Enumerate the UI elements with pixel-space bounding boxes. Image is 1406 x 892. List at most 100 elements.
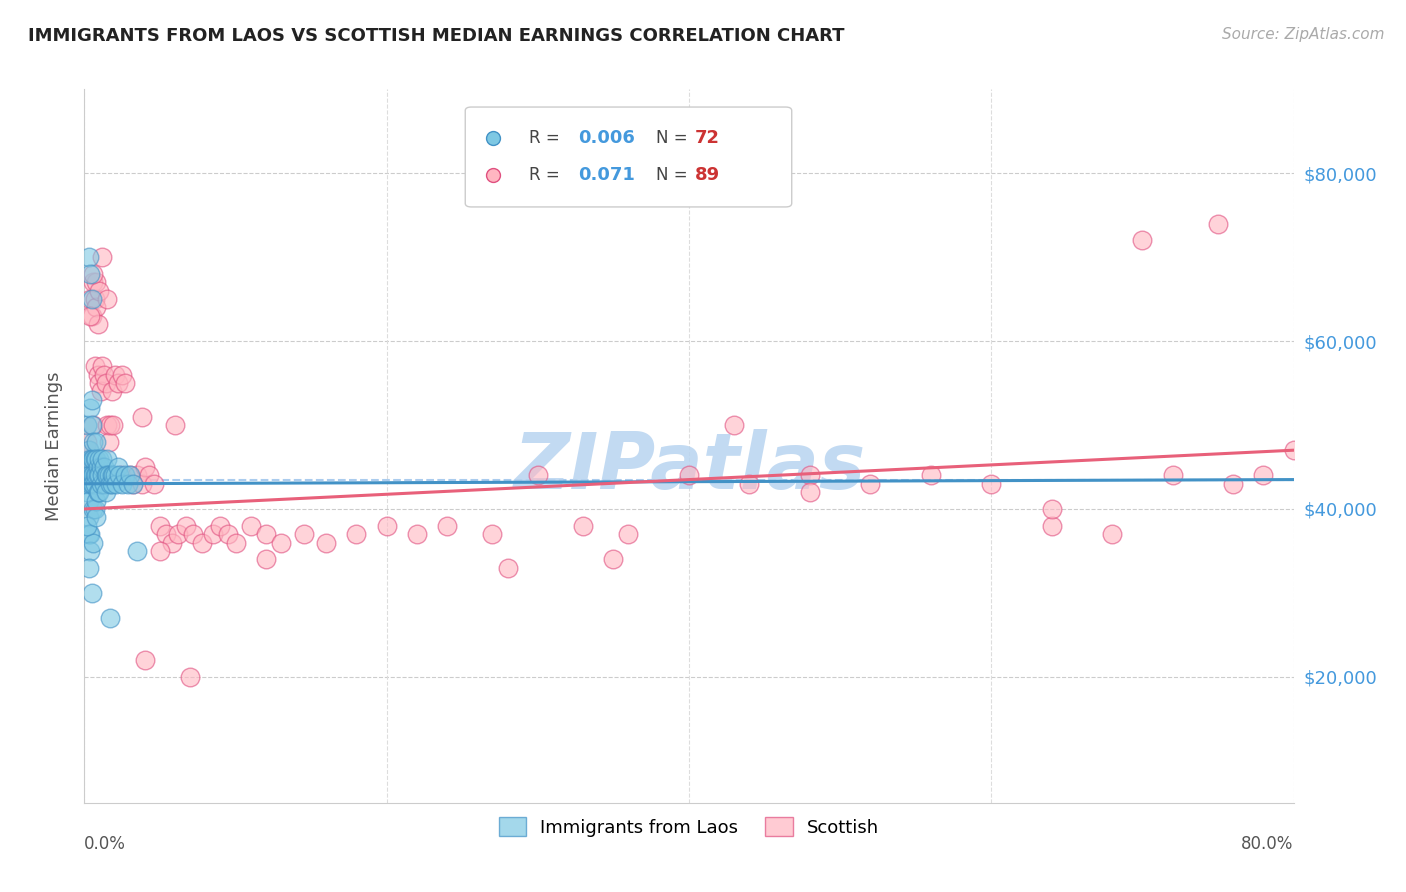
Point (82, 451, 104, 466)
Point (114, 376, 136, 390)
Point (76, 518, 98, 533)
Point (107, 376, 129, 390)
Point (254, 527, 277, 541)
Text: ZIPatlas: ZIPatlas (513, 429, 865, 506)
Point (239, 518, 262, 533)
Text: 0.071: 0.071 (578, 166, 634, 184)
Point (315, 535, 337, 549)
Point (80, 476, 103, 491)
Point (80, 292, 103, 306)
Point (201, 527, 224, 541)
Point (104, 368, 127, 382)
Point (87, 468, 110, 483)
Text: Median Earnings: Median Earnings (45, 371, 63, 521)
Point (93, 460, 115, 475)
Point (138, 468, 160, 483)
Point (191, 535, 214, 549)
Point (121, 476, 143, 491)
Point (97, 434, 120, 449)
Point (105, 476, 128, 491)
Point (93, 368, 115, 382)
Point (77, 527, 100, 541)
Point (572, 518, 595, 533)
Point (97, 468, 120, 483)
Point (375, 518, 398, 533)
Point (270, 535, 292, 549)
Point (1222, 476, 1244, 491)
Point (111, 476, 134, 491)
Point (98, 611, 121, 625)
Point (79, 527, 101, 541)
Point (86, 301, 108, 315)
Point (82, 267, 104, 281)
Point (209, 518, 232, 533)
Point (80, 392, 103, 407)
Point (131, 476, 153, 491)
Point (79, 451, 101, 466)
Point (94, 485, 117, 500)
Point (406, 527, 429, 541)
Point (118, 468, 141, 483)
Point (179, 670, 201, 684)
Point (82, 476, 104, 491)
Point (79, 292, 101, 306)
Point (108, 468, 131, 483)
Point (174, 518, 197, 533)
Point (91, 468, 114, 483)
Point (86, 275, 108, 289)
Point (80, 468, 103, 483)
Point (91, 359, 114, 374)
Point (131, 409, 153, 424)
Point (117, 476, 139, 491)
Point (1161, 468, 1184, 483)
Point (723, 417, 745, 432)
Point (104, 468, 127, 483)
Point (1040, 502, 1063, 516)
Point (77, 510, 100, 524)
Point (1206, 217, 1229, 231)
Point (98, 476, 121, 491)
Point (90, 384, 112, 399)
Point (79, 267, 101, 281)
Point (980, 476, 1002, 491)
Point (142, 476, 165, 491)
Point (101, 417, 124, 432)
Point (94, 468, 117, 483)
Point (86, 493, 108, 508)
Point (346, 527, 368, 541)
Point (602, 552, 624, 566)
Point (160, 535, 183, 549)
Point (80, 451, 103, 466)
Text: R =: R = (529, 128, 565, 146)
Point (87, 318, 110, 332)
Point (89, 485, 111, 500)
Point (134, 653, 156, 667)
Point (799, 468, 821, 483)
Point (87, 368, 110, 382)
Point (155, 527, 177, 541)
Text: N =: N = (657, 128, 693, 146)
Text: 0.0%: 0.0% (84, 835, 127, 853)
Point (1253, 468, 1275, 483)
Text: IMMIGRANTS FROM LAOS VS SCOTTISH MEDIAN EARNINGS CORRELATION CHART: IMMIGRANTS FROM LAOS VS SCOTTISH MEDIAN … (28, 27, 845, 45)
Point (84, 468, 107, 483)
Point (82, 434, 104, 449)
Point (678, 468, 700, 483)
Point (96, 417, 118, 432)
Point (110, 468, 132, 483)
Point (165, 417, 187, 432)
Point (79, 544, 101, 558)
Point (98, 417, 121, 432)
Point (77, 560, 100, 574)
Point (76, 417, 98, 432)
Point (82, 502, 104, 516)
Point (96, 451, 118, 466)
Text: 72: 72 (695, 128, 720, 146)
Point (80, 586, 103, 600)
Point (82, 275, 104, 289)
Point (75, 476, 97, 491)
Point (127, 544, 149, 558)
Point (91, 250, 114, 264)
Point (87, 485, 110, 500)
Point (217, 527, 239, 541)
